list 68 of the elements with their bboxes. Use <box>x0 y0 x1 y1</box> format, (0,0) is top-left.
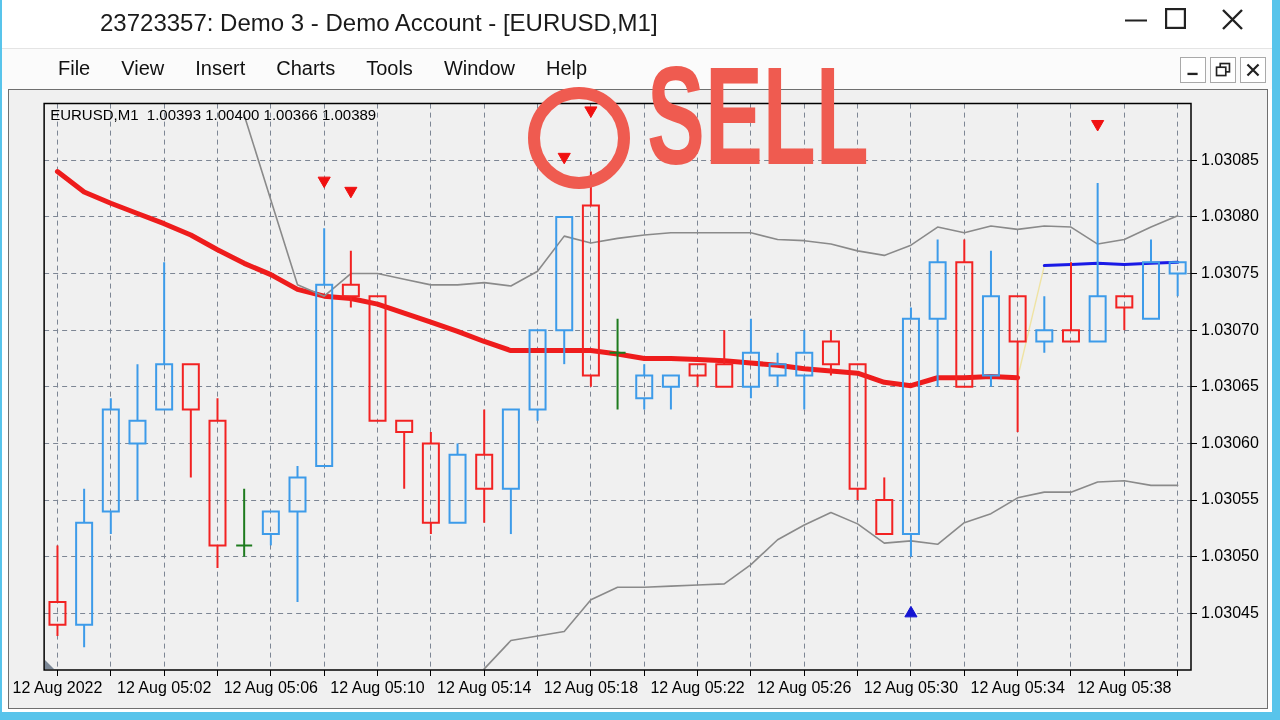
point <box>557 152 571 165</box>
chart-subtitle: EURUSD,M1 1.00393 1.00400 1.00366 1.00389 <box>50 106 377 124</box>
x-tick-label: 12 Aug 05:14 <box>437 679 532 697</box>
candlestick <box>155 261 174 411</box>
text: File <box>58 56 91 80</box>
y-tick-label: 1.03050 <box>1201 547 1259 565</box>
candlestick <box>235 487 254 558</box>
candlestick <box>448 442 467 524</box>
x-tick-label: 12 Aug 05:30 <box>863 679 959 697</box>
x-tick-label: 12 Aug 05:18 <box>543 679 639 697</box>
candlestick <box>101 397 120 536</box>
y-tick-label: 1.03055 <box>1201 490 1259 508</box>
candlestick <box>928 238 947 388</box>
candlestick <box>75 487 94 649</box>
candlestick <box>608 317 627 411</box>
candlestick <box>661 374 680 411</box>
point <box>344 186 358 199</box>
candlestick <box>501 408 520 536</box>
candlestick <box>208 397 227 570</box>
candlestick <box>475 408 494 524</box>
point <box>317 176 331 189</box>
candlestick <box>1035 295 1054 354</box>
y-tick-label: 1.03080 <box>1201 207 1259 225</box>
y-tick-label: 1.03070 <box>1201 320 1259 338</box>
candlestick <box>1115 295 1134 332</box>
candlestick <box>128 363 147 502</box>
point <box>584 106 598 118</box>
y-tick-label: 1.03065 <box>1201 377 1259 395</box>
text: Window <box>443 56 516 80</box>
point <box>904 605 918 618</box>
x-tick-label: 12 Aug 05:26 <box>757 679 852 697</box>
text: Tools <box>366 56 413 80</box>
candlestick <box>795 329 814 411</box>
candlestick <box>555 215 574 366</box>
candlestick <box>981 249 1000 388</box>
text: Charts <box>276 56 336 80</box>
y-tick-label: 1.03075 <box>1201 263 1259 281</box>
candlestick <box>421 431 440 536</box>
x-tick-label: 12 Aug 05:02 <box>117 679 212 697</box>
text: View <box>121 56 165 80</box>
x-tick-label: 12 Aug 05:38 <box>1077 679 1172 697</box>
candlestick <box>1088 181 1107 343</box>
x-tick-label: 12 Aug 2022 <box>12 679 103 697</box>
candlestick <box>821 329 840 377</box>
candlestick <box>288 465 307 604</box>
text: Help <box>546 56 588 80</box>
y-tick-label: 1.03085 <box>1201 150 1259 168</box>
candlestick <box>875 476 894 536</box>
candlestick <box>1168 261 1187 298</box>
candlestick <box>741 317 760 400</box>
x-tick-label: 12 Aug 05:06 <box>223 679 319 697</box>
x-tick-label: 12 Aug 05:22 <box>650 679 745 697</box>
candlestick <box>48 544 67 638</box>
candlestick <box>181 363 200 479</box>
candlestick <box>341 249 360 309</box>
candlestick <box>395 419 414 490</box>
chart-title: 23723357: Demo 3 - Demo Account - [EURUSD,M1] <box>100 9 658 37</box>
candlestick <box>528 329 547 422</box>
candlestick <box>1141 238 1160 320</box>
y-tick-label: 1.03060 <box>1201 433 1259 451</box>
y-tick-label: 1.03045 <box>1201 603 1259 621</box>
x-tick-label: 12 Aug 05:10 <box>330 679 425 697</box>
x-tick-label: 12 Aug 05:34 <box>970 679 1065 697</box>
candlestick <box>635 363 654 411</box>
candlestick <box>1061 261 1080 343</box>
candlestick <box>768 351 787 388</box>
text: Insert <box>195 56 246 80</box>
point <box>1091 119 1105 132</box>
